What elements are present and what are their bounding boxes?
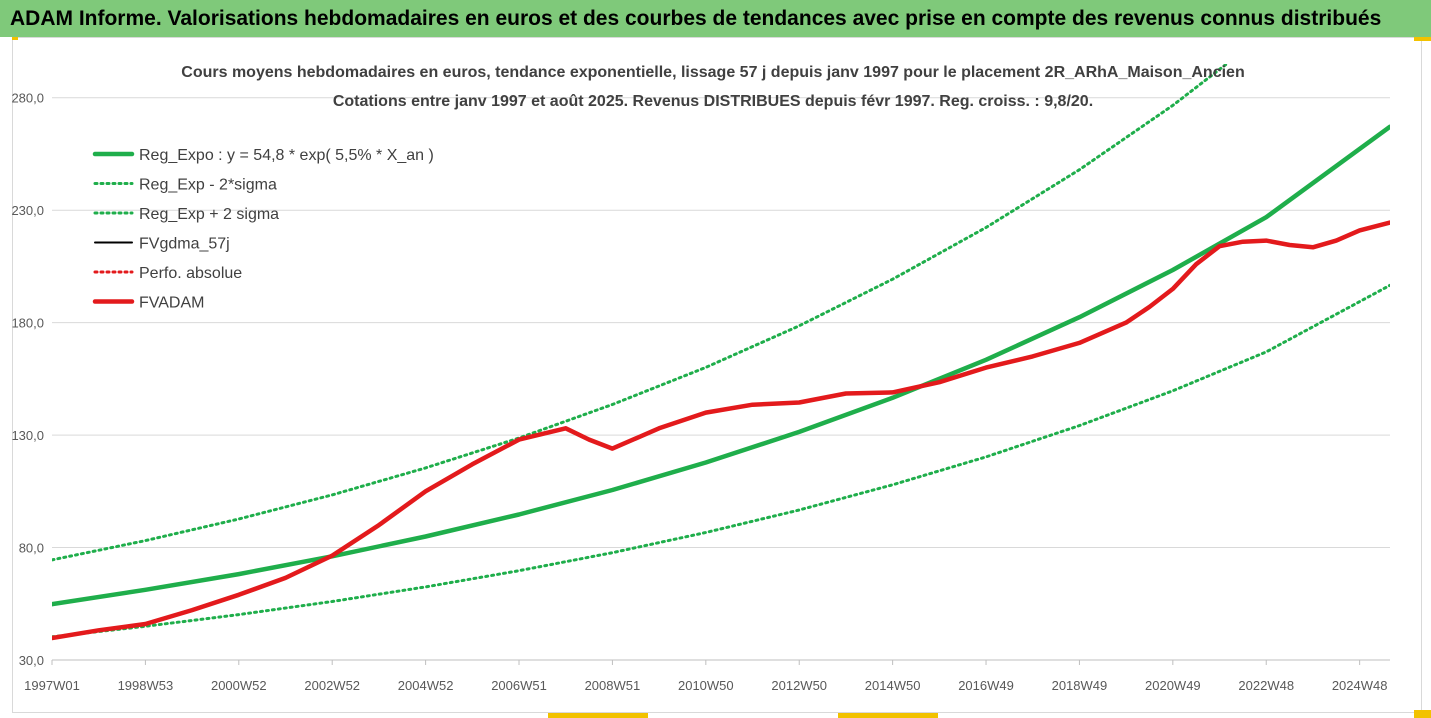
- chart-subtitle: Cotations entre janv 1997 et août 2025. …: [333, 93, 1093, 110]
- x-tick-label: 2020W49: [1145, 678, 1201, 693]
- legend-label: FVgdma_57j: [139, 236, 230, 253]
- x-tick-label: 2018W49: [1052, 678, 1108, 693]
- corner-accent-bottom-mid: [838, 713, 938, 718]
- x-tick-label: 2006W51: [491, 678, 547, 693]
- legend-label: FVADAM: [139, 295, 204, 312]
- x-tick-label: 2010W50: [678, 678, 734, 693]
- legend-label: Perfo. absolue: [139, 265, 242, 282]
- lower-band-line: [52, 283, 1390, 639]
- legend-label: Reg_Expo : y = 54,8 * exp( 5,5% * X_an ): [139, 147, 434, 164]
- corner-accent-top-right: [1414, 37, 1431, 41]
- trend-line: [52, 124, 1390, 607]
- corner-accent-bottom-left: [548, 713, 648, 718]
- y-axis-ticks: 30,0 80,0 130,0 180,0 230,0 280,0: [11, 91, 44, 668]
- chart-frame: [12, 37, 1422, 713]
- corner-accent-bottom-right: [1414, 710, 1431, 718]
- x-tick-label: 2000W52: [211, 678, 267, 693]
- series-layer: [52, 64, 1390, 641]
- x-tick-label: 2002W52: [304, 678, 360, 693]
- x-tick-label: 1998W53: [118, 678, 174, 693]
- x-tick-label: 2012W50: [771, 678, 827, 693]
- x-tick-label: 2004W52: [398, 678, 454, 693]
- chart-title: Cours moyens hebdomadaires en euros, ten…: [181, 64, 1244, 81]
- gridlines: [52, 97, 1390, 549]
- y-tick-label: 30,0: [19, 653, 44, 668]
- x-axis-ticks: 1997W01 1998W53 2000W52 2002W52 2004W52 2006W…: [24, 660, 1387, 693]
- legend: Reg_Expo : y = 54,8 * exp( 5,5% * X_an )…: [92, 147, 434, 312]
- y-tick-label: 130,0: [11, 428, 44, 443]
- y-tick-label: 180,0: [11, 316, 44, 331]
- y-tick-label: 80,0: [19, 541, 44, 556]
- x-tick-label: 1997W01: [24, 678, 80, 693]
- banner-title: ADAM Informe. Valorisations hebdomadaire…: [0, 0, 1431, 37]
- x-tick-label: 2022W48: [1238, 678, 1294, 693]
- upper-band-line: [52, 64, 1229, 562]
- x-tick-label: 2016W49: [958, 678, 1014, 693]
- y-tick-label: 280,0: [11, 91, 44, 106]
- corner-accent-top-left: [12, 37, 18, 40]
- legend-label: Reg_Exp - 2*sigma: [139, 177, 277, 194]
- adam-line: [52, 220, 1390, 641]
- gdma-line: [52, 221, 1390, 639]
- x-tick-label: 2024W48: [1332, 678, 1388, 693]
- legend-label: Reg_Exp + 2 sigma: [139, 206, 279, 223]
- y-tick-label: 230,0: [11, 203, 44, 218]
- x-tick-label: 2008W51: [585, 678, 641, 693]
- x-tick-label: 2014W50: [865, 678, 921, 693]
